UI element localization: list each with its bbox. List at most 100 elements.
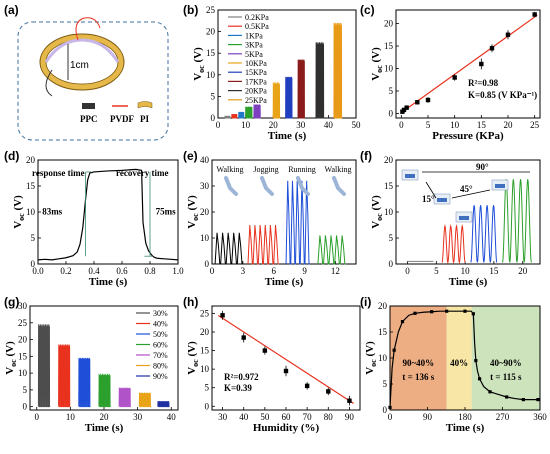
series-Walking-line — [317, 235, 346, 265]
data-point — [220, 313, 225, 318]
legend-entry: 20KPa — [245, 87, 267, 96]
data-point — [304, 383, 310, 389]
y-tick-label: 15 — [206, 48, 216, 58]
legend-entry: 0.5KPa — [245, 22, 269, 31]
y-axis-label: Voc (V) — [186, 195, 200, 229]
y-label-sub: oc — [375, 65, 384, 73]
y-tick-label: 10 — [26, 207, 36, 217]
y-label-sub: oc — [369, 359, 378, 367]
y-label-unit: (V) — [370, 195, 382, 213]
data-point — [262, 348, 268, 353]
x-tick-label: 40 — [167, 412, 177, 422]
x-tick-label: 0 — [34, 412, 39, 422]
data-point — [241, 335, 246, 340]
y-label-unit: (V) — [4, 341, 16, 359]
y-axis-label: Voc (V) — [192, 47, 206, 81]
humidity-region — [390, 306, 447, 410]
annotation-k: K=0.39 — [224, 383, 252, 393]
y-tick-label: 0 — [383, 405, 388, 415]
x-tick-label: 0.6 — [116, 266, 128, 276]
y-tick-label: 30 — [200, 181, 210, 191]
chart-panel-f: 0 5 10 15 20 0 5 10 15 20 Time (s) Voc (V) 90° 45° 15° — [370, 155, 541, 288]
x-tick-label: 10 — [461, 266, 471, 276]
panel-label-g: (g) — [4, 295, 19, 309]
pvdf-film — [44, 38, 120, 63]
y-label-main: V — [186, 367, 198, 375]
motion-label: Walking — [217, 165, 244, 174]
x-tick-label: 30 — [218, 412, 228, 422]
leg-icon — [224, 176, 238, 196]
x-tick-label: 50 — [352, 120, 362, 130]
fit-line — [400, 14, 538, 114]
legend-pvdf: PVDF — [110, 114, 134, 124]
x-tick-label: 1.0 — [172, 266, 184, 276]
voltage-trace — [37, 168, 179, 261]
y-tick-label: 0 — [389, 259, 394, 269]
region-label: 40~90% — [490, 358, 522, 368]
series-3KPa-line — [245, 106, 253, 119]
y-axis-label: Voc (V) — [370, 195, 384, 229]
series-70-line — [118, 387, 131, 408]
region-label: 40% — [450, 358, 468, 368]
y-tick-label: 5 — [23, 385, 28, 395]
y-label-main: V — [4, 367, 16, 375]
x-axis-label: Time (s) — [89, 276, 128, 288]
y-tick-label: 20 — [384, 155, 394, 165]
pi-icon — [137, 101, 153, 109]
voltage-trace — [389, 310, 538, 408]
series-80-line — [138, 392, 152, 408]
data-point — [415, 100, 420, 105]
y-label-sub: oc — [17, 213, 26, 221]
x-tick-label: 180 — [458, 412, 472, 422]
y-tick-label: 15 — [384, 181, 394, 191]
series-Jogging-line — [247, 224, 279, 265]
y-label-main: V — [192, 73, 204, 81]
data-point — [388, 405, 392, 409]
legend-entry: 17KPa — [245, 77, 267, 86]
y-tick-label: 5 — [31, 233, 36, 243]
y-label-sub: oc — [375, 213, 384, 221]
y-tick-label: 0 — [205, 401, 210, 411]
y-tick-label: 5 — [389, 233, 394, 243]
legend-entry: 10KPa — [245, 59, 267, 68]
series-40-line — [58, 344, 71, 408]
annotation-75ms: 75ms — [156, 207, 176, 217]
series-5KPa-line — [253, 104, 261, 119]
y-tick-label: 0 — [211, 113, 216, 123]
y-axis-label: Voc (V) — [186, 341, 200, 375]
legend-entry: 3KPa — [245, 41, 263, 50]
series-17KPa-line — [297, 59, 305, 119]
panel-label-b: (b) — [183, 3, 198, 17]
legend-entry: 40% — [153, 320, 168, 329]
x-tick-label: 10 — [450, 120, 460, 130]
legend-entry: 90% — [153, 372, 168, 381]
data-point — [488, 390, 492, 394]
panel-label-e: (e) — [183, 149, 198, 163]
x-tick-label: 15 — [489, 266, 499, 276]
annotation-83ms: 83ms — [42, 207, 62, 217]
legend-entry: 25KPa — [245, 96, 267, 105]
panel-label-f: (f) — [360, 149, 372, 163]
legend-entry: 70% — [153, 351, 168, 360]
motion-label: Running — [288, 165, 316, 174]
y-tick-label: 10 — [18, 368, 28, 378]
ppc-icon — [82, 103, 95, 109]
data-point — [326, 389, 331, 394]
x-tick-label: 3 — [241, 266, 246, 276]
panel-a-schematic: 1cm PPC PVDF PI — [17, 17, 169, 141]
panel-label-i: (i) — [360, 295, 371, 309]
leg-icon — [260, 176, 274, 196]
series-25KPa-line — [333, 22, 343, 119]
annotation-k: K=0.85 (V KPa⁻¹) — [468, 90, 537, 100]
data-point — [463, 309, 467, 313]
x-tick-label: 30 — [133, 412, 143, 422]
data-point — [425, 97, 431, 103]
y-axis-label: Voc (V) — [370, 47, 384, 81]
legend-entry: 5KPa — [245, 50, 263, 59]
legend-entry: 1KPa — [245, 31, 263, 40]
motion-label: Walking — [325, 165, 352, 174]
region-label: t = 115 s — [490, 372, 522, 382]
y-tick-label: 20 — [200, 327, 210, 337]
legend-pi: PI — [140, 114, 149, 124]
